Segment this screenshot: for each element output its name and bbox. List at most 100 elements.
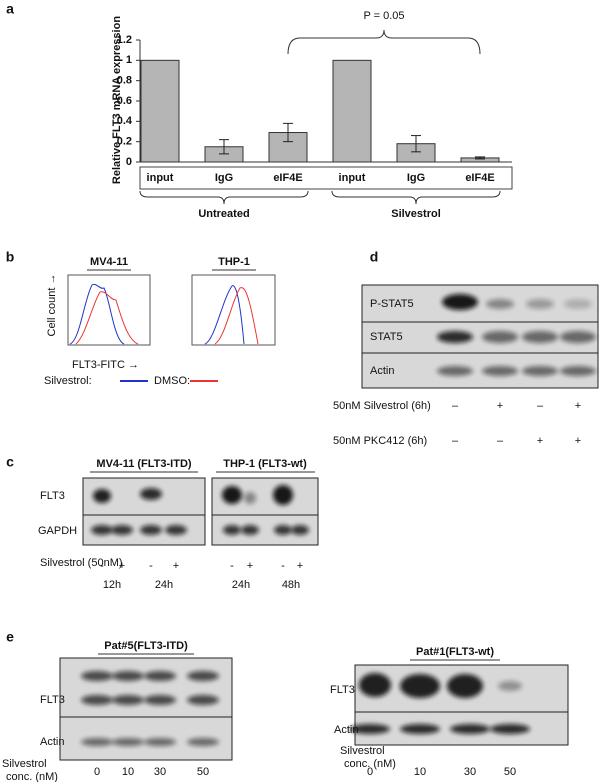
- blot-band: [482, 331, 518, 343]
- row-label: GAPDH: [38, 525, 77, 537]
- blot-band: [187, 695, 219, 705]
- blot-band: [222, 486, 242, 504]
- concentration: 0: [367, 766, 373, 778]
- blot-band: [144, 738, 176, 746]
- plot-title: MV4-11: [90, 256, 128, 268]
- blot-band: [482, 366, 518, 376]
- blot-band: [437, 366, 473, 376]
- y-tick-label: 0.8: [117, 75, 132, 87]
- y-axis-label: Cell count →: [46, 274, 58, 337]
- lane-sign: –: [537, 400, 544, 412]
- annotation: P = 0.05: [363, 10, 404, 22]
- blot-title: Pat#5(FLT3-ITD): [104, 640, 188, 652]
- blot-band: [522, 366, 558, 376]
- blot: [361, 352, 599, 389]
- blot-band: [140, 525, 162, 535]
- blot-band: [273, 485, 293, 505]
- y-tick-label: 0.2: [117, 136, 132, 148]
- blot-band: [112, 671, 144, 681]
- blot: [361, 321, 599, 354]
- blot-band: [437, 331, 473, 343]
- panel-label: e: [6, 629, 14, 645]
- lane-sign: +: [119, 560, 125, 572]
- blot-band: [91, 525, 113, 535]
- blot-band: [564, 299, 592, 309]
- blot-band: [560, 366, 596, 376]
- x-tick-label: input: [147, 172, 174, 184]
- flow-curve: [204, 285, 245, 345]
- lane-sign: +: [247, 560, 253, 572]
- row-label: STAT5: [370, 331, 403, 343]
- lane-sign: -: [230, 560, 234, 572]
- concentration: 30: [154, 766, 166, 778]
- lane-sign: +: [537, 435, 543, 447]
- y-axis-label: Relative FLT3 mRNA expression: [111, 16, 123, 184]
- x-tick-label: IgG: [215, 172, 233, 184]
- row-label: Actin: [334, 724, 358, 736]
- brace: [139, 190, 309, 205]
- blot-band: [498, 681, 522, 691]
- group-label: Untreated: [198, 208, 249, 220]
- concentration: 0: [94, 766, 100, 778]
- bracket: [287, 29, 481, 55]
- time-label: 24h: [155, 579, 173, 591]
- blot-band: [560, 331, 596, 343]
- concentration: 10: [122, 766, 134, 778]
- blot: [59, 657, 233, 718]
- row-label: Actin: [370, 365, 394, 377]
- row-label: FLT3: [40, 490, 65, 502]
- blot-band: [144, 695, 176, 705]
- blot-band: [81, 695, 113, 705]
- x-tick-label: eIF4E: [273, 172, 302, 184]
- time-label: 48h: [282, 579, 300, 591]
- legend-label: Silvestrol:: [44, 375, 92, 387]
- panel-label: d: [370, 249, 379, 265]
- lane-sign: –: [497, 435, 504, 447]
- blot-band: [140, 488, 162, 500]
- blot-band: [244, 492, 256, 504]
- x-tick-label: input: [339, 172, 366, 184]
- concentration: 50: [197, 766, 209, 778]
- blot-band: [400, 674, 440, 698]
- blot-title: THP-1 (FLT3-wt): [223, 458, 307, 470]
- blot-band: [187, 671, 219, 681]
- flow-frame: [191, 274, 276, 346]
- blot-band: [81, 671, 113, 681]
- blot-band: [350, 724, 390, 734]
- x-tick-label: IgG: [407, 172, 425, 184]
- condition-label: 50nM PKC412 (6h): [333, 435, 427, 447]
- flow-curve: [69, 283, 125, 345]
- blot-band: [165, 525, 187, 535]
- time-label: 12h: [103, 579, 121, 591]
- flow-curve: [75, 291, 139, 345]
- flow-curve: [214, 287, 259, 345]
- blot-band: [112, 695, 144, 705]
- row-label: P-STAT5: [370, 298, 414, 310]
- blot-band: [400, 724, 440, 734]
- category-box: [139, 166, 513, 190]
- concentration: 30: [464, 766, 476, 778]
- bar: [332, 59, 372, 163]
- blot-band: [359, 673, 391, 697]
- blot-band: [187, 738, 219, 746]
- conc-label: conc. (nM): [344, 758, 396, 770]
- blot: [361, 284, 599, 323]
- lane-sign: +: [173, 560, 179, 572]
- blot-band: [93, 489, 111, 503]
- conc-label: Silvestrol: [2, 758, 47, 770]
- blot-band: [112, 738, 144, 746]
- lane-sign: +: [297, 560, 303, 572]
- blot-band: [526, 299, 554, 309]
- lane-sign: –: [452, 400, 459, 412]
- blot-band: [490, 724, 530, 734]
- y-tick-label: 1: [126, 54, 132, 66]
- row-label: Actin: [40, 736, 64, 748]
- concentration: 50: [504, 766, 516, 778]
- row-label: FLT3: [40, 694, 65, 706]
- bar: [140, 59, 180, 163]
- brace: [331, 190, 501, 205]
- x-tick-label: eIF4E: [465, 172, 494, 184]
- blot-band: [442, 294, 478, 310]
- condition-label: 50nM Silvestrol (6h): [333, 400, 431, 412]
